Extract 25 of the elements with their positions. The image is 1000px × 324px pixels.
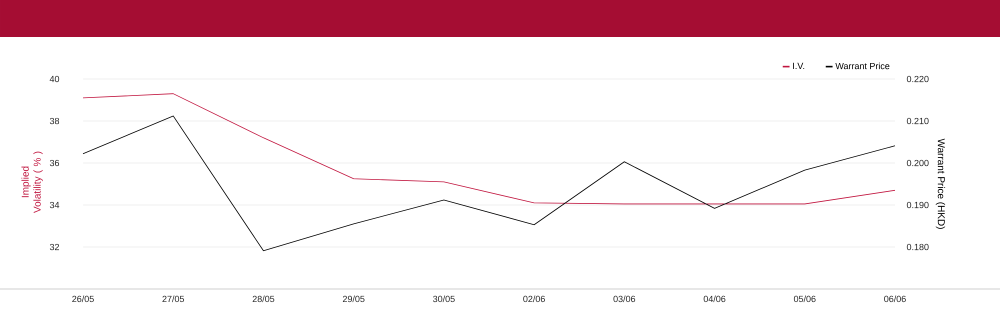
x-tick-label: 02/06 (523, 296, 545, 302)
y2-axis-title: Warrant Price (HKD) (936, 138, 946, 229)
x-tick-label: 04/06 (704, 296, 726, 302)
x-tick-label: 29/05 (342, 296, 365, 302)
y-tick-label: 38 (50, 118, 60, 124)
legend-label: I.V. (793, 62, 804, 69)
y-tick-label: 40 (50, 76, 60, 82)
y-axis-title: Implied Volatility ( % ) (21, 152, 43, 213)
x-tick-label: 27/05 (162, 296, 184, 302)
y2-tick-label: 0.210 (906, 118, 929, 124)
y-tick-label: 34 (50, 202, 60, 208)
line-series (82, 116, 896, 252)
legend-label: Warrant Price (835, 62, 890, 70)
y-tick-label: 36 (50, 160, 60, 166)
x-tick-label: 26/05 (72, 296, 94, 302)
x-tick-label: 05/06 (794, 296, 816, 302)
x-tick-label: 06/06 (884, 296, 906, 302)
x-tick-label: 30/05 (433, 296, 455, 302)
y-tick-label: 32 (50, 244, 60, 250)
y2-tick-label: 0.200 (906, 160, 929, 166)
x-tick-label: 03/06 (613, 296, 636, 302)
y2-tick-label: 0.220 (906, 76, 929, 82)
x-tick-label: 28/05 (252, 296, 274, 302)
y2-tick-label: 0.190 (906, 202, 929, 208)
y2-tick-label: 0.180 (906, 244, 929, 250)
